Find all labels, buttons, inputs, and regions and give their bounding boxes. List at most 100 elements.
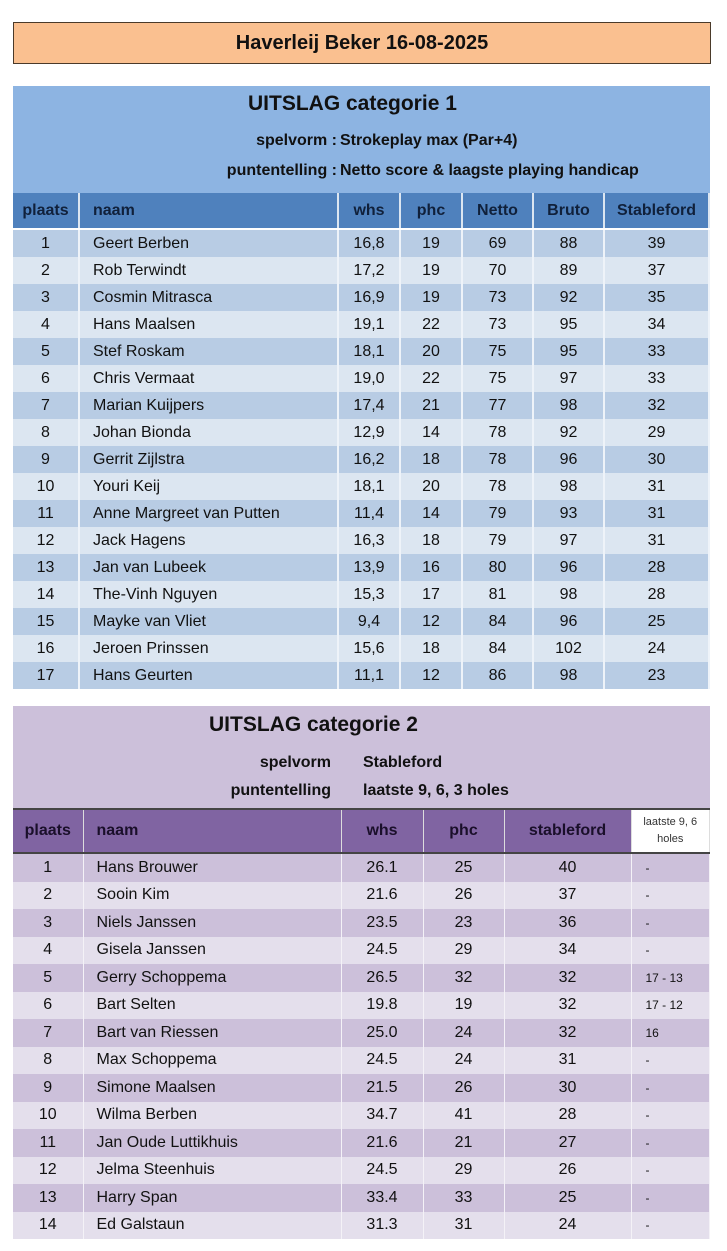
event-title: Haverleij Beker 16-08-2025 [13, 22, 711, 64]
cell-plaats: 5 [13, 338, 80, 365]
cell-plaats: 2 [13, 257, 80, 284]
cell-phc: 19 [400, 257, 463, 284]
cell-stableford: 24 [504, 1211, 632, 1239]
cell-phc: 12 [400, 662, 463, 689]
cell-whs: 12,9 [338, 419, 401, 446]
table-row: 16 Jeroen Prinssen 15,6 18 84 102 24 [13, 635, 710, 662]
table-row: 4 Gisela Janssen 24.5 29 34- [13, 936, 710, 964]
table-row: 11 Anne Margreet van Putten 11,4 14 79 93 31 [13, 500, 710, 527]
cell-laatste-9-6-holes: - [630, 1156, 710, 1184]
cell-naam: Wilma Berben [83, 1101, 342, 1129]
cell-naam: Jelma Steenhuis [83, 1156, 342, 1184]
cell-naam: Gisela Janssen [83, 936, 342, 964]
cell-whs: 25.0 [341, 1019, 424, 1047]
cell-laatste-9-6-holes: 16 [630, 1019, 710, 1047]
cell-bruto: 89 [533, 257, 605, 284]
cell-naam: Bart Selten [83, 991, 342, 1019]
cell-naam: Sooin Kim [83, 881, 342, 909]
cell-phc: 33 [423, 1184, 505, 1212]
cell-netto: 84 [462, 635, 534, 662]
cell-stableford: 35 [604, 284, 710, 311]
cell-phc: 22 [400, 311, 463, 338]
cell-plaats: 13 [13, 554, 80, 581]
cell-naam: Simone Maalsen [83, 1074, 342, 1102]
cell-laatste-9-6-holes: 17 - 12 [630, 991, 710, 1019]
cell-naam: Hans Brouwer [83, 853, 342, 882]
cell-stableford: 32 [504, 991, 632, 1019]
category-2-results: UITSLAG categorie 2 spelvorm Stableford … [13, 706, 710, 1239]
category-1-title: UITSLAG categorie 1 [248, 92, 457, 115]
cell-stableford: 25 [604, 608, 710, 635]
cell-stableford: 39 [604, 229, 710, 257]
cell-whs: 16,9 [338, 284, 401, 311]
cell-phc: 21 [423, 1129, 505, 1157]
cell-plaats: 2 [13, 881, 84, 909]
cell-whs: 19.8 [341, 991, 424, 1019]
cell-naam: Jack Hagens [79, 527, 339, 554]
cell-phc: 31 [423, 1211, 505, 1239]
cell-naam: Jan van Lubeek [79, 554, 339, 581]
cell-stableford: 34 [504, 936, 632, 964]
cell-bruto: 98 [533, 581, 605, 608]
cell-naam: Stef Roskam [79, 338, 339, 365]
cell-laatste-9-6-holes: - [630, 909, 710, 937]
cell-plaats: 7 [13, 392, 80, 419]
cell-stableford: 27 [504, 1129, 632, 1157]
cell-naam: Mayke van Vliet [79, 608, 339, 635]
spelvorm-value: Strokeplay max (Par+4) [340, 132, 518, 149]
cell-bruto: 93 [533, 500, 605, 527]
spelvorm-value: Stableford [363, 754, 443, 771]
cell-laatste-9-6-holes: - [630, 853, 710, 882]
cell-whs: 11,4 [338, 500, 401, 527]
cell-bruto: 95 [533, 311, 605, 338]
cell-stableford: 28 [604, 581, 710, 608]
column-header-whs: whs [338, 193, 401, 230]
cell-phc: 29 [423, 936, 505, 964]
cell-plaats: 1 [13, 853, 84, 882]
cell-whs: 19,0 [338, 365, 401, 392]
cell-stableford: 31 [504, 1046, 632, 1074]
cell-phc: 20 [400, 473, 463, 500]
column-header-phc: phc [400, 193, 463, 230]
cell-netto: 73 [462, 284, 534, 311]
spelvorm-label: spelvorm : [256, 132, 337, 149]
table-row: 13 Harry Span 33.4 33 25- [13, 1184, 710, 1212]
cell-plaats: 13 [13, 1184, 84, 1212]
cell-whs: 15,6 [338, 635, 401, 662]
puntentelling-value: Netto score & laagste playing handicap [340, 162, 639, 179]
cell-phc: 18 [400, 635, 463, 662]
column-header-plaats: plaats [13, 193, 80, 230]
cell-plaats: 14 [13, 581, 80, 608]
table-row: 7 Marian Kuijpers 17,4 21 77 98 32 [13, 392, 710, 419]
cell-naam: Bart van Riessen [83, 1019, 342, 1047]
cell-bruto: 97 [533, 527, 605, 554]
table-row: 10 Youri Keij 18,1 20 78 98 31 [13, 473, 710, 500]
table-row: 15 Mayke van Vliet 9,4 12 84 96 25 [13, 608, 710, 635]
cell-phc: 14 [400, 419, 463, 446]
cell-laatste-9-6-holes: - [630, 1129, 710, 1157]
cell-naam: Johan Bionda [79, 419, 339, 446]
cell-plaats: 3 [13, 284, 80, 311]
column-header-bruto: Bruto [533, 193, 605, 230]
cell-whs: 17,2 [338, 257, 401, 284]
cell-phc: 18 [400, 446, 463, 473]
cell-phc: 32 [423, 964, 505, 992]
cell-phc: 17 [400, 581, 463, 608]
column-header-whs: whs [341, 808, 424, 854]
cell-phc: 24 [423, 1046, 505, 1074]
cell-netto: 75 [462, 365, 534, 392]
table-row: 8 Max Schoppema 24.5 24 31- [13, 1046, 710, 1074]
cell-phc: 26 [423, 881, 505, 909]
cell-whs: 26.5 [341, 964, 424, 992]
cell-naam: Chris Vermaat [79, 365, 339, 392]
cell-naam: Cosmin Mitrasca [79, 284, 339, 311]
cell-netto: 81 [462, 581, 534, 608]
cell-bruto: 96 [533, 446, 605, 473]
cell-stableford: 28 [504, 1101, 632, 1129]
cell-whs: 23.5 [341, 909, 424, 937]
cell-laatste-9-6-holes: - [630, 936, 710, 964]
cell-whs: 16,2 [338, 446, 401, 473]
cell-phc: 16 [400, 554, 463, 581]
cell-stableford: 33 [604, 365, 710, 392]
column-header-plaats: plaats [13, 808, 84, 854]
